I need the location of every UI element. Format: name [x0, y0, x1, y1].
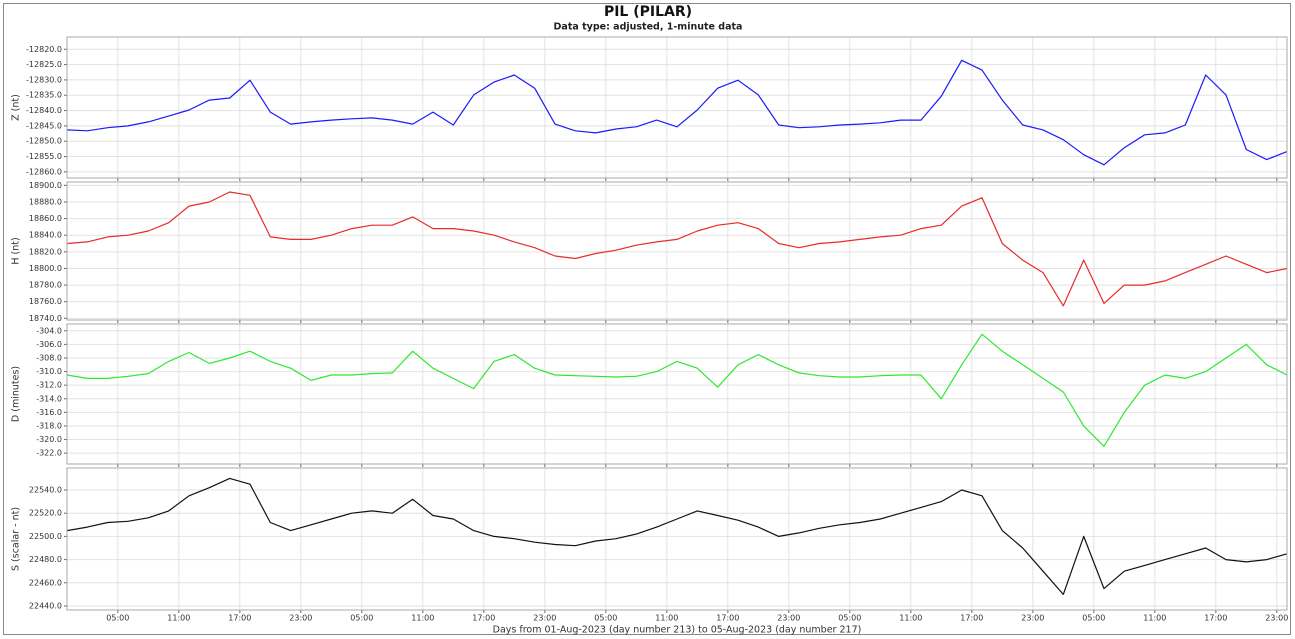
x-tick-label: 23:00 [289, 614, 312, 623]
y-tick-label: -12820.0 [26, 45, 62, 54]
y-tick-label: -12825.0 [26, 60, 62, 69]
y-tick-label: -304.0 [36, 326, 62, 335]
x-tick-label: 05:00 [594, 614, 617, 623]
y-axis-label: D (minutes) [11, 366, 22, 422]
y-axis-label: Z (nt) [11, 94, 22, 121]
x-tick-label: 17:00 [716, 614, 739, 623]
x-tick-label: 17:00 [1204, 614, 1227, 623]
y-tick-label: 18880.0 [29, 197, 62, 206]
x-tick-label: 17:00 [960, 614, 983, 623]
x-tick-label: 05:00 [1082, 614, 1105, 623]
x-tick-label: 17:00 [472, 614, 495, 623]
chart-title: PIL (PILAR) [604, 4, 692, 20]
x-tick-label: 23:00 [533, 614, 556, 623]
x-tick-label: 17:00 [228, 614, 251, 623]
plot-area [66, 181, 1288, 321]
y-tick-label: 18760.0 [29, 297, 62, 306]
y-tick-label: -310.0 [36, 367, 62, 376]
y-tick-label: -318.0 [36, 421, 62, 430]
y-tick-label: 18840.0 [29, 231, 62, 240]
y-tick-label: -316.0 [36, 408, 62, 417]
y-tick-label: 22480.0 [29, 555, 62, 564]
chart-subtitle: Data type: adjusted, 1-minute data [554, 22, 743, 33]
y-tick-label: -320.0 [36, 435, 62, 444]
x-tick-label: 11:00 [411, 614, 434, 623]
data-line [66, 477, 1288, 595]
x-tick-label: 23:00 [777, 614, 800, 623]
y-tick-label: -306.0 [36, 340, 62, 349]
x-tick-label: 05:00 [838, 614, 861, 623]
y-tick-label: -12840.0 [26, 106, 62, 115]
plot-area [66, 323, 1288, 465]
y-tick-label: -314.0 [36, 394, 62, 403]
x-axis-label: Days from 01-Aug-2023 (day number 213) t… [493, 625, 862, 636]
y-tick-label: 18820.0 [29, 247, 62, 256]
y-tick-label: -12855.0 [26, 152, 62, 161]
y-tick-label: 22520.0 [29, 509, 62, 518]
y-tick-label: 18800.0 [29, 264, 62, 273]
y-axis-label: S (scalar - nt) [11, 507, 22, 571]
x-tick-label: 11:00 [167, 614, 190, 623]
y-tick-label: -12850.0 [26, 137, 62, 146]
y-tick-label: 22460.0 [29, 578, 62, 587]
y-tick-label: 22440.0 [29, 601, 62, 610]
y-tick-label: -12830.0 [26, 75, 62, 84]
y-tick-label: 18740.0 [29, 314, 62, 323]
y-tick-label: -308.0 [36, 353, 62, 362]
y-tick-label: 18780.0 [29, 281, 62, 290]
x-tick-label: 11:00 [899, 614, 922, 623]
y-tick-label: -12845.0 [26, 121, 62, 130]
y-tick-label: 22500.0 [29, 532, 62, 541]
y-tick-label: -12860.0 [26, 167, 62, 176]
y-tick-label: 22540.0 [29, 486, 62, 495]
data-line [66, 191, 1288, 307]
plot-border [66, 181, 1288, 321]
y-tick-label: -312.0 [36, 381, 62, 390]
plot-border [66, 467, 1288, 611]
y-tick-label: 18860.0 [29, 214, 62, 223]
y-tick-label: 18900.0 [29, 181, 62, 190]
data-line [66, 59, 1288, 166]
y-tick-label: -322.0 [36, 449, 62, 458]
x-tick-label: 11:00 [655, 614, 678, 623]
x-tick-label: 11:00 [1143, 614, 1166, 623]
y-tick-label: -12835.0 [26, 91, 62, 100]
x-tick-label: 23:00 [1021, 614, 1044, 623]
x-tick-label: 05:00 [350, 614, 373, 623]
plot-border [66, 36, 1288, 179]
x-tick-label: 05:00 [106, 614, 129, 623]
x-tick-label: 23:00 [1265, 614, 1288, 623]
plot-border [66, 323, 1288, 465]
y-axis-label: H (nt) [11, 237, 22, 264]
data-line [66, 333, 1288, 447]
